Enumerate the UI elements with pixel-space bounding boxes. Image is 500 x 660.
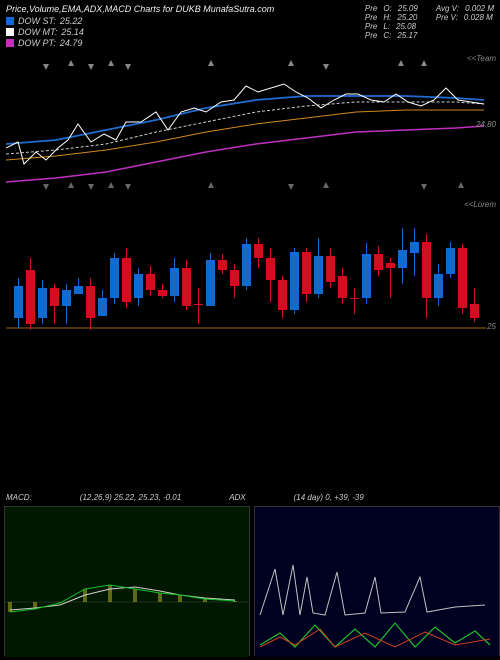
adx-panel	[254, 506, 500, 656]
adx-label: ADX	[229, 493, 245, 502]
swatch-pt	[6, 39, 14, 47]
legend-st: DOW ST:25.22	[6, 16, 345, 26]
chart-title: Price,Volume,EMA,ADX,MACD Charts for DUK…	[6, 4, 345, 14]
macd-label: MACD:	[6, 493, 32, 502]
price-chart: <<Team 24.80	[0, 52, 500, 192]
macd-params: (12,26,9) 25.22, 25.23, -0.01	[80, 493, 181, 502]
legend-pt: DOW PT:24.79	[6, 38, 345, 48]
info-block: PreO:25.09 PreH:25.20 PreL:25.08 PreC:25…	[365, 4, 494, 40]
adx-params: (14 day) 0, +39, -39	[294, 493, 364, 502]
candle-chart: <<Lorem 25	[0, 198, 500, 378]
macd-panel	[4, 506, 250, 656]
swatch-st	[6, 17, 14, 25]
legend-mt: DOW MT:25.14	[6, 27, 345, 37]
swatch-mt	[6, 28, 14, 36]
